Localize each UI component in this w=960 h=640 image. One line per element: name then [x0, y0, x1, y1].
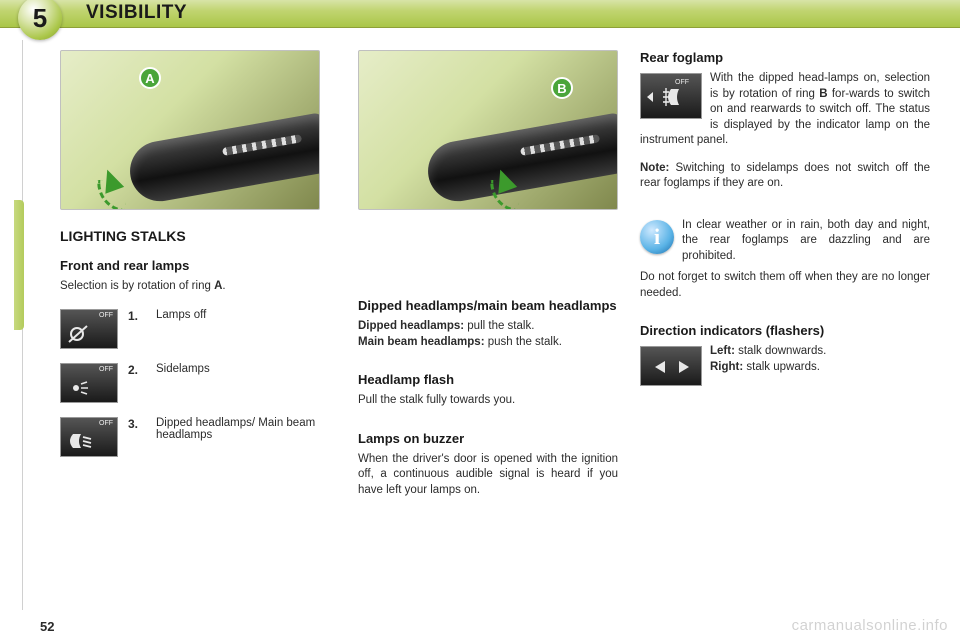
column-left: A LIGHTING STALKS Front and rear lamps S…: [60, 50, 340, 457]
rear-foglamp-note: Note: Switching to sidelamps does not sw…: [640, 161, 930, 192]
page-number: 52: [40, 619, 54, 634]
front-rear-lamps-heading: Front and rear lamps: [60, 258, 340, 273]
lamp-1-number: 1.: [128, 309, 146, 323]
info-text: In clear weather or in rain, both day an…: [640, 218, 930, 265]
lamp-3-label: Dipped headlamps/ Main beam headlamps: [156, 417, 340, 441]
main-beam-text: Main beam headlamps: push the stalk.: [358, 335, 618, 351]
flashers-icon: [640, 346, 702, 386]
ring-a-intro: Selection is by rotation of ring A.: [60, 279, 340, 295]
lamp-3-number: 3.: [128, 417, 146, 431]
dipped-headlamps-text: Dipped headlamps: pull the stalk.: [358, 319, 618, 335]
svg-text:OFF: OFF: [675, 79, 689, 86]
page-body: A LIGHTING STALKS Front and rear lamps S…: [40, 50, 940, 620]
sidelamps-icon: [60, 363, 118, 403]
lamps-on-buzzer-heading: Lamps on buzzer: [358, 431, 618, 446]
marker-b-icon: B: [551, 77, 573, 99]
headlamp-flash-heading: Headlamp flash: [358, 372, 618, 387]
lamp-option-1: 1. Lamps off: [60, 309, 340, 349]
chapter-title: VISIBILITY: [86, 2, 187, 24]
lamp-off-icon: [60, 309, 118, 349]
dipped-main-heading: Dipped headlamps/main beam headlamps: [358, 298, 618, 313]
rear-foglamp-block: OFF With the dipped head-lamps on, selec…: [640, 71, 930, 149]
column-right: Rear foglamp OFF With the dipped head-la…: [640, 50, 930, 388]
info-tail-text: Do not forget to switch them off when th…: [640, 270, 930, 301]
dipped-headlamps-icon: [60, 417, 118, 457]
lamp-1-label: Lamps off: [156, 309, 340, 321]
headlamp-flash-text: Pull the stalk fully towards you.: [358, 393, 618, 409]
chapter-number-badge: 5: [18, 0, 62, 40]
lamps-on-buzzer-text: When the driver's door is opened with th…: [358, 452, 618, 499]
lighting-stalks-heading: LIGHTING STALKS: [60, 228, 340, 244]
rear-foglamp-heading: Rear foglamp: [640, 50, 930, 65]
marker-a-icon: A: [139, 67, 161, 89]
page-header: 5 VISIBILITY: [0, 0, 960, 28]
lamp-option-3: 3. Dipped headlamps/ Main beam headlamps: [60, 417, 340, 457]
watermark: carmanualsonline.info: [792, 617, 948, 634]
column-middle: B Dipped headlamps/main beam headlamps D…: [358, 50, 618, 498]
direction-indicators-block: Left: stalk downwards. Right: stalk upwa…: [640, 344, 930, 388]
info-icon: i: [640, 220, 674, 254]
direction-indicators-heading: Direction indicators (flashers): [640, 323, 930, 338]
lamp-2-label: Sidelamps: [156, 363, 340, 375]
lamp-2-number: 2.: [128, 363, 146, 377]
info-block: i In clear weather or in rain, both day …: [640, 218, 930, 265]
section-tab: [14, 200, 24, 330]
lamp-option-2: 2. Sidelamps: [60, 363, 340, 403]
photo-stalk-a: A: [60, 50, 320, 210]
rear-foglamp-icon: OFF: [640, 73, 702, 119]
photo-stalk-b: B: [358, 50, 618, 210]
